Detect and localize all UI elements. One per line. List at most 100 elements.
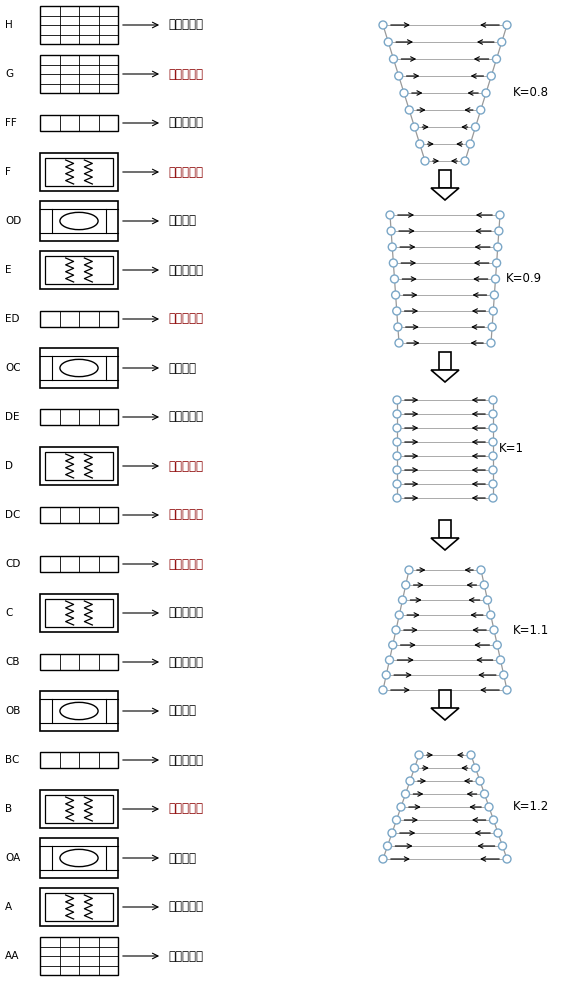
Circle shape — [397, 803, 405, 811]
Circle shape — [416, 140, 424, 148]
Circle shape — [500, 671, 508, 679]
Circle shape — [489, 480, 497, 488]
Circle shape — [492, 259, 501, 267]
Circle shape — [399, 596, 407, 604]
Circle shape — [400, 89, 408, 97]
Text: DC: DC — [5, 510, 21, 520]
Text: 一次风噴口: 一次风噴口 — [168, 263, 203, 276]
Text: 二次风噴口: 二次风噴口 — [168, 312, 203, 326]
Circle shape — [390, 275, 399, 283]
Circle shape — [495, 227, 503, 235]
Circle shape — [393, 424, 401, 432]
Bar — [439, 520, 451, 538]
Text: H: H — [5, 20, 13, 30]
Text: DE: DE — [5, 412, 19, 422]
Bar — [40, 691, 118, 731]
Bar — [40, 6, 118, 44]
Text: 上层燃尽风: 上层燃尽风 — [168, 68, 203, 81]
Text: 二次风噴口: 二次风噴口 — [168, 754, 203, 766]
Circle shape — [489, 494, 497, 502]
Text: 一次风噴口: 一次风噴口 — [168, 460, 203, 473]
Circle shape — [489, 307, 497, 315]
Circle shape — [491, 275, 500, 283]
Bar — [40, 937, 118, 975]
Circle shape — [480, 581, 488, 589]
Circle shape — [395, 339, 403, 347]
Bar — [45, 158, 113, 186]
Text: K=1.1: K=1.1 — [513, 624, 549, 637]
Text: 二次风噴口: 二次风噴口 — [168, 950, 203, 962]
Circle shape — [481, 790, 488, 798]
Circle shape — [389, 641, 397, 649]
Circle shape — [390, 55, 397, 63]
Text: 一次风噴口: 一次风噴口 — [168, 900, 203, 914]
Text: 二次风噴口: 二次风噴口 — [168, 410, 203, 424]
Circle shape — [389, 259, 397, 267]
Circle shape — [489, 396, 497, 404]
Text: 二次风噴口: 二次风噴口 — [168, 656, 203, 668]
Text: G: G — [5, 69, 13, 79]
Circle shape — [476, 777, 484, 785]
Text: OA: OA — [5, 853, 20, 863]
Text: 上层燃尽风: 上层燃尽风 — [168, 18, 203, 31]
Circle shape — [415, 751, 423, 759]
Text: 重油噴口: 重油噴口 — [168, 704, 196, 718]
Circle shape — [394, 323, 402, 331]
Circle shape — [393, 396, 401, 404]
Circle shape — [392, 291, 400, 299]
Circle shape — [393, 452, 401, 460]
Circle shape — [489, 452, 497, 460]
Bar — [45, 795, 113, 823]
Circle shape — [393, 494, 401, 502]
Circle shape — [379, 21, 387, 29]
Circle shape — [492, 55, 501, 63]
Bar — [40, 115, 118, 131]
Ellipse shape — [60, 702, 98, 720]
Text: FF: FF — [5, 118, 17, 128]
Text: K=1: K=1 — [499, 442, 524, 456]
Bar — [45, 452, 113, 480]
Circle shape — [489, 466, 497, 474]
Text: F: F — [5, 167, 11, 177]
Circle shape — [471, 764, 480, 772]
Circle shape — [477, 106, 485, 114]
Circle shape — [467, 751, 475, 759]
Circle shape — [393, 466, 401, 474]
Circle shape — [386, 656, 393, 664]
Bar — [40, 55, 118, 93]
Circle shape — [490, 291, 498, 299]
Circle shape — [477, 566, 485, 574]
Text: B: B — [5, 804, 12, 814]
Text: K=0.9: K=0.9 — [506, 272, 542, 286]
Ellipse shape — [60, 212, 98, 230]
Circle shape — [493, 641, 501, 649]
Text: CD: CD — [5, 559, 21, 569]
Circle shape — [482, 89, 490, 97]
Circle shape — [410, 764, 419, 772]
Bar — [40, 201, 118, 241]
Circle shape — [410, 123, 419, 131]
Circle shape — [387, 227, 395, 235]
Circle shape — [393, 307, 401, 315]
Text: E: E — [5, 265, 12, 275]
Circle shape — [496, 211, 504, 219]
Polygon shape — [431, 370, 459, 382]
Circle shape — [386, 211, 394, 219]
Circle shape — [402, 581, 410, 589]
Circle shape — [471, 123, 480, 131]
Polygon shape — [431, 538, 459, 550]
Bar — [40, 556, 118, 572]
Ellipse shape — [60, 359, 98, 377]
Circle shape — [394, 72, 403, 80]
Bar — [40, 838, 118, 878]
Circle shape — [503, 686, 511, 694]
Circle shape — [405, 106, 413, 114]
Circle shape — [383, 842, 392, 850]
Circle shape — [466, 140, 474, 148]
Bar — [40, 447, 118, 485]
Circle shape — [489, 438, 497, 446]
Text: OD: OD — [5, 216, 21, 226]
Text: 二次风噴口: 二次风噴口 — [168, 508, 203, 522]
Text: 轻油噴口: 轻油噴口 — [168, 852, 196, 864]
Circle shape — [393, 480, 401, 488]
